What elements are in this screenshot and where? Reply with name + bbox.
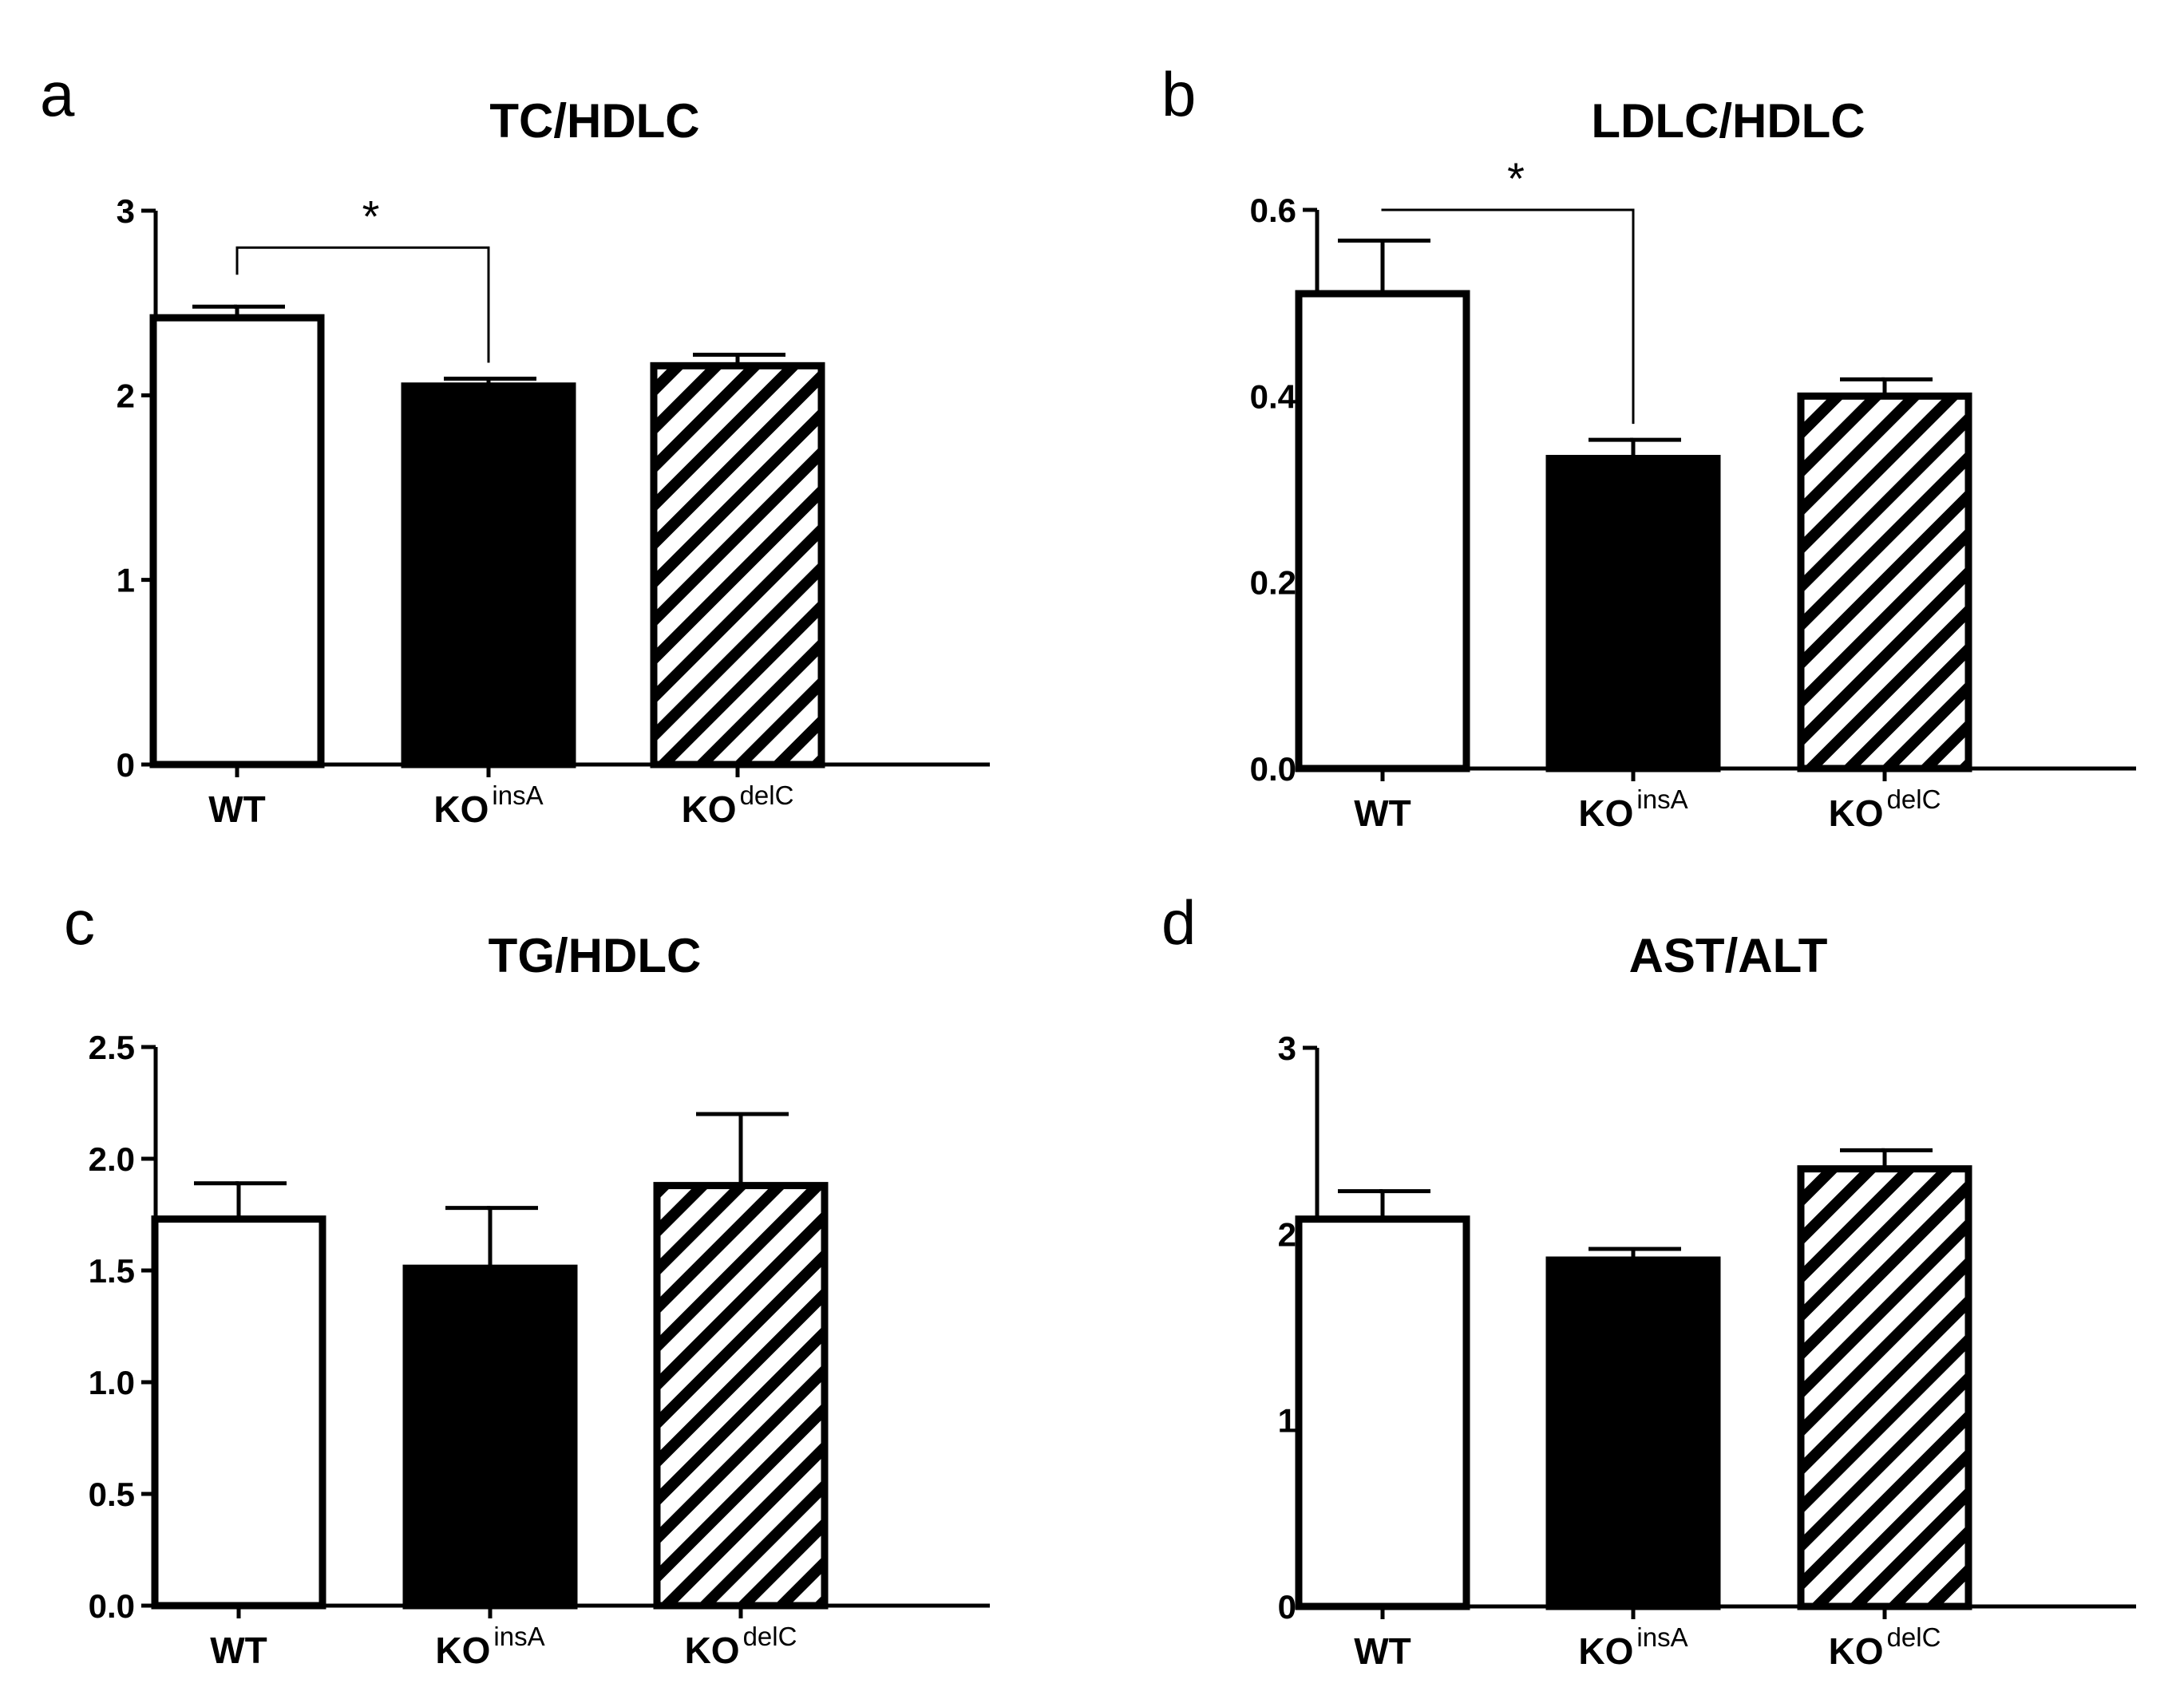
y-tick-label: 2.0 [89,1140,135,1178]
y-tick-label: 3 [117,192,135,230]
x-category-label: KO delC [682,780,794,830]
x-category-label: KO insA [435,1622,544,1671]
chart-panel-b: b LDLC/HDLC 0.0 0.2 0.4 0.6 WT KO insA KO delC * [1161,59,2136,834]
y-tick-label: 2.5 [89,1029,135,1066]
bar-wt [1295,1215,1470,1610]
y-tick-label: 1 [1278,1402,1296,1440]
y-tick-label: 0.0 [1250,750,1296,788]
chart-panel-c: c TG/HDLC 0.0 0.5 1.0 1.5 2.0 2.5 WT KO insA KO delC [64,887,990,1671]
y-tick-label: 2 [1278,1215,1296,1253]
y-tick-label: 0.2 [1250,564,1296,602]
chart-title: LDLC/HDLC [1591,94,1865,148]
panel-letter: d [1161,887,1196,958]
x-category-label: KO insA [1578,784,1687,834]
y-tick-label: 0.6 [1250,192,1296,229]
bar-wt [151,1215,326,1610]
y-tick-label: 1.5 [89,1252,135,1290]
bar-ko-insa [1545,1256,1721,1610]
significance-label: * [362,191,380,241]
bar-ko-delc [650,362,825,769]
bar-ko-delc [653,1182,829,1610]
bar-ko-delc [1797,392,1972,772]
y-tick-label: 2 [117,377,135,414]
x-category-label: WT [1354,792,1411,834]
significance-label: * [1507,153,1525,203]
x-category-label: KO delC [1829,784,1941,834]
x-category-label: KO insA [1578,1622,1687,1672]
chart-panel-d: d AST/ALT 0 1 2 3 WT KO insA KO delC [1161,887,2136,1672]
bar-wt [149,314,325,769]
x-category-label: KO delC [1829,1622,1941,1672]
chart-title: TG/HDLC [489,929,702,982]
significance-bracket [235,246,490,363]
y-tick-label: 1.0 [89,1364,135,1401]
x-category-label: WT [208,788,266,830]
x-category-label: KO delC [685,1622,797,1671]
y-tick-label: 3 [1278,1029,1296,1067]
bar-ko-insa [1545,455,1721,772]
panel-letter: c [64,887,95,958]
y-tick-label: 0.4 [1250,377,1297,415]
y-tick-label: 1 [117,562,135,599]
x-category-label: WT [210,1630,267,1671]
y-tick-label: 0.5 [89,1476,135,1513]
y-tick-label: 0.0 [89,1587,135,1625]
chart-title: AST/ALT [1629,929,1828,982]
significance-bracket [1381,208,1635,425]
chart-panel-a: a TC/HDLC 0 1 2 3 WT KO insA KO delC * [40,59,990,830]
chart-title: TC/HDLC [489,94,699,148]
panel-letter: b [1161,59,1196,129]
panel-letter: a [40,59,75,129]
x-category-label: WT [1354,1630,1411,1672]
y-tick-label: 0 [1278,1588,1296,1626]
x-category-label: KO insA [433,780,543,830]
bar-ko-delc [1797,1165,1972,1610]
bar-ko-insa [401,382,576,769]
y-tick-label: 0 [117,746,135,784]
bar-wt [1295,290,1470,772]
bar-ko-insa [402,1264,578,1610]
